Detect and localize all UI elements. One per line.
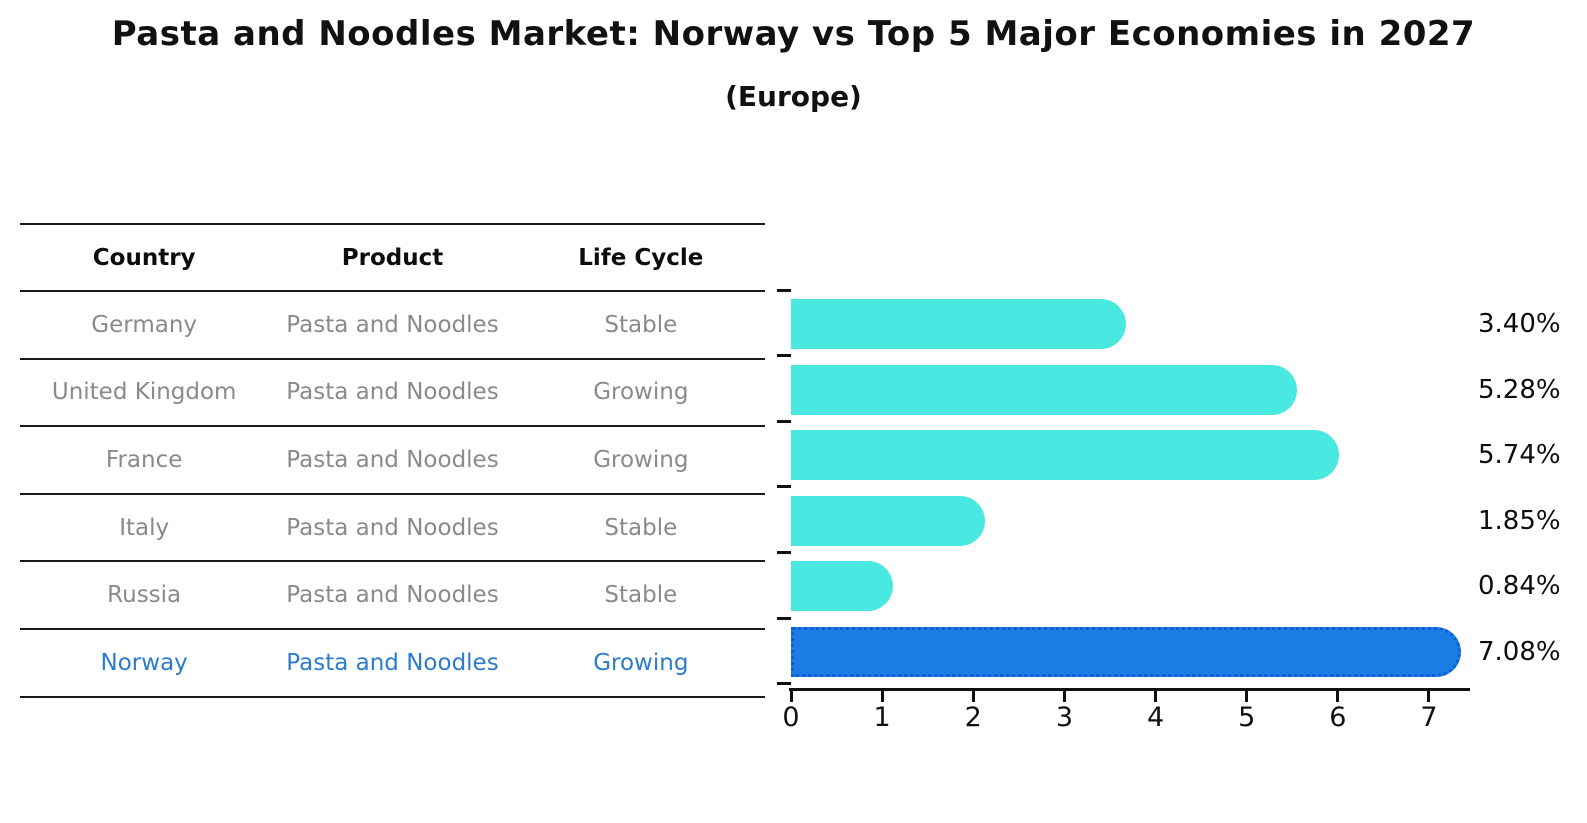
table-header-row: Country Product Life Cycle [20, 225, 765, 292]
life-cycle-cell: Growing [593, 649, 689, 676]
country-cell: Italy [119, 514, 170, 541]
page-title: Pasta and Noodles Market: Norway vs Top … [111, 14, 1476, 54]
x-tick-label: 5 [1238, 702, 1256, 733]
x-tick-label: 1 [873, 702, 891, 733]
table-row-russia: Russia Pasta and Noodles Stable [20, 562, 765, 630]
x-axis-line [789, 688, 1470, 691]
life-cycle-cell: Stable [604, 514, 678, 541]
country-cell: Norway [100, 649, 188, 676]
header-cell-country: Country [92, 244, 196, 271]
x-axis-tick [1245, 691, 1249, 702]
x-axis-tick [880, 691, 884, 702]
x-axis-tick [971, 691, 975, 702]
x-axis-tick [1062, 691, 1066, 702]
table-row-norway: Norway Pasta and Noodles Growing [20, 630, 765, 698]
y-axis-tick [777, 550, 791, 554]
bar-russia [791, 561, 893, 612]
value-label-germany: 3.40% [1478, 309, 1561, 339]
value-label-united-kingdom: 5.28% [1478, 374, 1561, 405]
x-axis-tick [1336, 691, 1340, 702]
country-cell: United Kingdom [51, 379, 237, 406]
product-cell: Pasta and Noodles [286, 311, 499, 338]
table-row-france: France Pasta and Noodles Growing [20, 427, 765, 495]
page-subtitle: (Europe) [725, 80, 862, 113]
table-row-italy: Italy Pasta and Noodles Stable [20, 495, 765, 563]
table-row-united-kingdom: United Kingdom Pasta and Noodles Growing [20, 360, 765, 428]
bar-italy [791, 495, 985, 546]
y-axis-tick [777, 419, 791, 423]
header-cell-product: Product [341, 244, 444, 271]
y-axis-tick [777, 485, 791, 489]
life-cycle-cell: Stable [604, 311, 678, 338]
header-cell-life-cycle: Life Cycle [578, 244, 704, 271]
product-cell: Pasta and Noodles [286, 514, 499, 541]
value-label-italy: 1.85% [1478, 505, 1561, 536]
y-axis-tick [777, 682, 791, 686]
y-axis-tick [777, 354, 791, 358]
bar-norway [791, 627, 1462, 677]
x-tick-label: 7 [1420, 702, 1438, 733]
x-tick-label: 3 [1055, 702, 1073, 733]
table-row-germany: Germany Pasta and Noodles Stable [20, 292, 765, 360]
value-label-russia: 0.84% [1478, 571, 1561, 602]
life-cycle-cell: Growing [593, 379, 689, 406]
product-cell: Pasta and Noodles [286, 649, 499, 676]
data-table: Country Product Life Cycle Germany Pasta… [20, 223, 765, 698]
value-label-norway: 7.08% [1478, 637, 1561, 667]
country-cell: France [105, 446, 183, 473]
bar-france [791, 430, 1340, 481]
bar-germany [791, 299, 1126, 349]
life-cycle-cell: Growing [593, 446, 689, 473]
product-cell: Pasta and Noodles [286, 446, 499, 473]
country-cell: Russia [107, 582, 182, 609]
x-tick-label: 4 [1146, 702, 1165, 733]
x-tick-label: 0 [782, 702, 800, 733]
x-tick-label: 6 [1329, 702, 1347, 733]
x-axis-tick [789, 691, 793, 702]
life-cycle-cell: Stable [604, 582, 678, 609]
x-axis-tick [1427, 691, 1431, 702]
x-axis-tick [1154, 691, 1158, 702]
value-label-france: 5.74% [1478, 440, 1561, 471]
product-cell: Pasta and Noodles [286, 379, 499, 406]
bar-united-kingdom [791, 364, 1298, 415]
x-tick-label: 2 [964, 702, 982, 733]
product-cell: Pasta and Noodles [286, 582, 499, 609]
y-axis-tick [777, 616, 791, 620]
country-cell: Germany [91, 311, 198, 338]
y-axis-tick [777, 288, 791, 292]
